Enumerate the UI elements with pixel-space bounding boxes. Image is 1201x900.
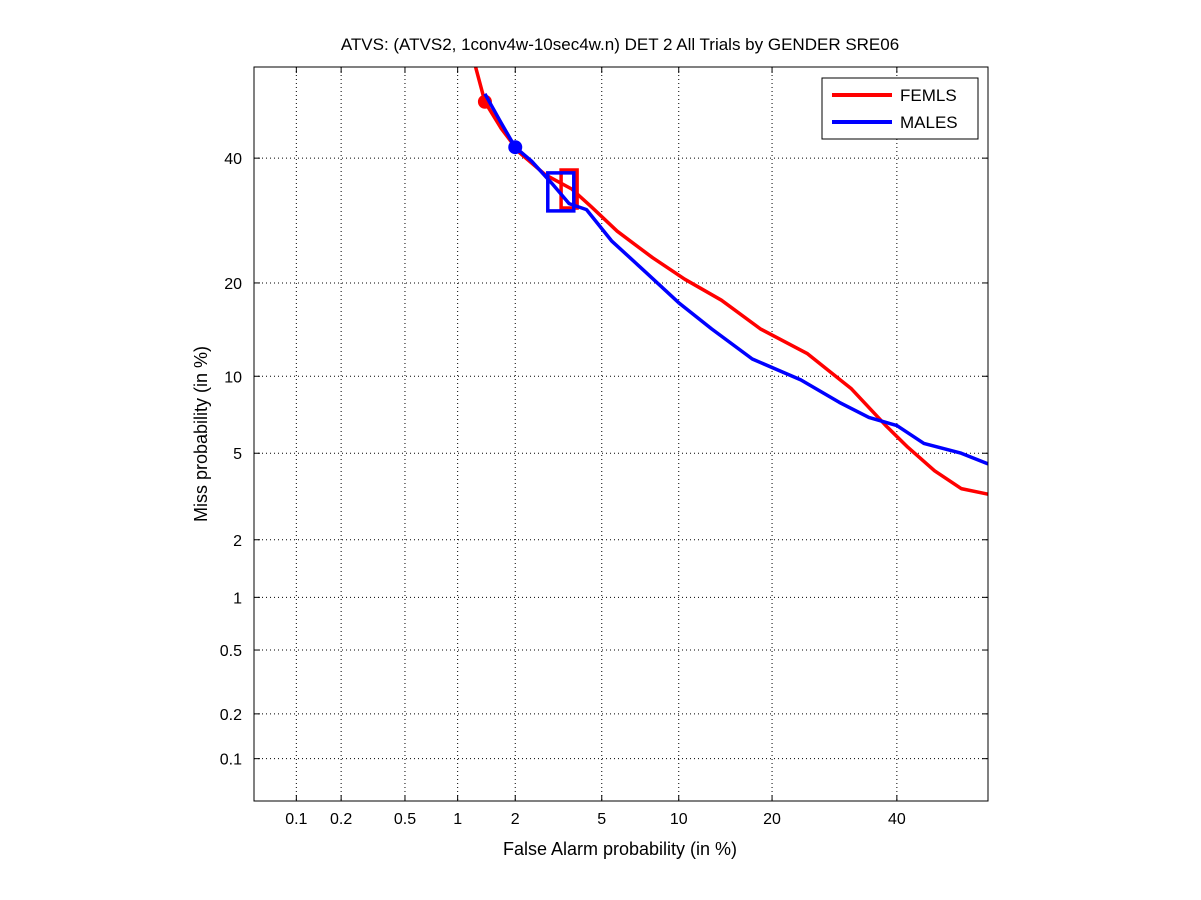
x-tick-label: 1 xyxy=(453,811,462,828)
y-axis-label: Miss probability (in %) xyxy=(191,346,211,522)
y-tick-label: 0.5 xyxy=(220,643,242,660)
x-tick-label: 20 xyxy=(763,811,781,828)
x-tick-label: 40 xyxy=(888,811,906,828)
x-tick-label: 0.5 xyxy=(394,811,416,828)
y-tick-label: 0.2 xyxy=(220,707,242,724)
x-tick-label: 5 xyxy=(597,811,606,828)
series-layer xyxy=(473,66,989,496)
x-tick-label: 10 xyxy=(670,811,688,828)
eer-marker-males xyxy=(546,171,576,213)
legend-box xyxy=(821,77,979,140)
legend: FEMLS MALES xyxy=(821,77,979,140)
legend-label-femls: FEMLS xyxy=(900,86,957,105)
legend-label-males: MALES xyxy=(900,113,958,132)
tick-labels: 0.1 0.2 0.5 1 2 5 10 20 40 0.1 0.2 0.5 1 2 5 10 20 40 xyxy=(220,67,988,828)
series-line-males xyxy=(483,92,989,466)
min-dcf-marker-males xyxy=(508,140,523,155)
x-axis-label: False Alarm probability (in %) xyxy=(503,839,737,859)
y-tick-label: 10 xyxy=(224,369,242,386)
y-tick-label: 20 xyxy=(224,276,242,293)
y-tick-label: 0.1 xyxy=(220,752,242,769)
y-tick-label: 1 xyxy=(233,590,242,607)
x-tick-label: 0.1 xyxy=(285,811,307,828)
x-tick-label: 2 xyxy=(511,811,520,828)
y-tick-label: 5 xyxy=(233,446,242,463)
chart-title: ATVS: (ATVS2, 1conv4w-10sec4w.n) DET 2 A… xyxy=(341,35,899,54)
x-tick-label: 0.2 xyxy=(330,811,352,828)
eer-marker-femls xyxy=(559,168,579,210)
y-tick-label: 2 xyxy=(233,533,242,550)
plot-area-frame xyxy=(253,66,989,802)
y-tick-label: 40 xyxy=(224,151,242,168)
